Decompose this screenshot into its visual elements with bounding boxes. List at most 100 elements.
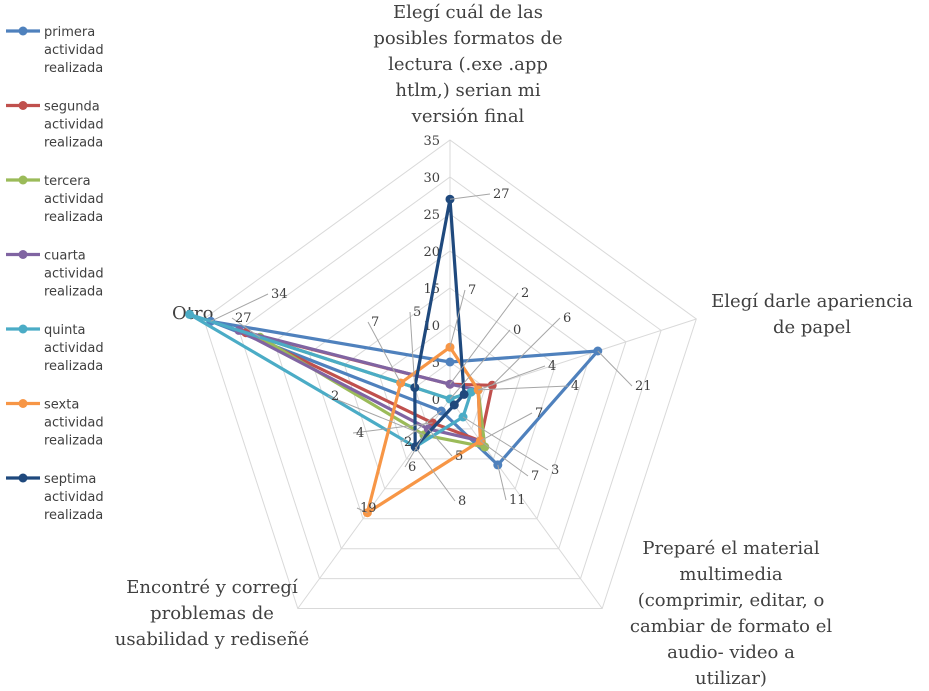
- data-label: 7: [468, 283, 476, 298]
- data-label: 6: [563, 311, 571, 326]
- axis-title-line: utilizar): [695, 668, 767, 689]
- series-line: [413, 197, 466, 449]
- data-label: 7: [371, 315, 379, 330]
- data-label-leader: [352, 422, 433, 434]
- series-point: [459, 389, 469, 399]
- legend-label: actividad: [44, 118, 104, 133]
- data-label-leader: [449, 289, 466, 348]
- legend-label: realizada: [44, 508, 103, 523]
- axis-title-line: posibles formatos de: [373, 28, 562, 49]
- data-label: 5: [413, 305, 421, 320]
- data-label: 34: [271, 287, 288, 302]
- data-label: 4: [571, 379, 579, 394]
- legend-label: actividad: [44, 341, 104, 356]
- data-label: 27: [493, 187, 510, 202]
- legend-item: sexta actividad realizada: [6, 398, 104, 449]
- legend-label: actividad: [44, 416, 104, 431]
- series-point: [449, 400, 459, 410]
- grid-ring: [308, 250, 592, 520]
- legend-label: realizada: [44, 61, 103, 76]
- tick-label: 20: [423, 245, 440, 260]
- legend-label: actividad: [44, 192, 104, 207]
- legend-label: realizada: [44, 210, 103, 225]
- legend-label: actividad: [44, 490, 104, 505]
- tick-label: 30: [423, 171, 440, 186]
- data-label: 7: [535, 406, 543, 421]
- legend-label: septima: [44, 472, 96, 487]
- data-label-leader: [356, 507, 368, 514]
- legend-label: tercera: [44, 174, 91, 189]
- data-label-leader: [480, 412, 533, 442]
- tick-label: 25: [423, 208, 440, 223]
- legend-label: sexta: [44, 398, 79, 413]
- tick-label: 35: [423, 134, 440, 149]
- data-label-leader: [409, 311, 416, 388]
- axis-title-line: Elegí darle apariencia: [711, 291, 913, 312]
- axis-title-line: (comprimir, editar, o: [638, 590, 825, 611]
- legend-marker: [18, 250, 28, 259]
- data-label-leader: [478, 385, 569, 391]
- data-label-leader: [449, 329, 511, 400]
- data-label: 21: [635, 379, 652, 394]
- legend-label: realizada: [44, 136, 103, 151]
- data-label: 2: [404, 435, 412, 450]
- data-label-leader: [478, 365, 546, 391]
- data-label-leader: [597, 350, 633, 387]
- axis-title-line: htlm,) serian mi: [395, 80, 540, 101]
- data-label-leader: [491, 317, 561, 386]
- legend-item: septima actividad realizada: [6, 472, 104, 523]
- legend-item: primera actividad realizada: [6, 25, 104, 76]
- legend-marker: [18, 473, 28, 483]
- axis-title-line: Encontré y corregí: [126, 577, 298, 598]
- legend-marker: [18, 175, 28, 185]
- axis-spoke: [449, 398, 603, 609]
- legend-label: actividad: [44, 267, 104, 282]
- legend-marker: [18, 101, 28, 110]
- data-label: 7: [531, 469, 539, 484]
- series-point: [445, 357, 455, 367]
- grid-ring: [203, 139, 697, 609]
- data-label-leader: [449, 292, 519, 385]
- axis-title: Encontré y corregí problemas de usabilidad…: [115, 577, 309, 650]
- axis-title-line: Elegí cuál de las: [393, 2, 543, 23]
- data-label: 2: [521, 286, 529, 301]
- axis-title-line: lectura (.exe .app: [388, 54, 548, 75]
- data-label: 0: [513, 323, 521, 338]
- grid-ring: [238, 176, 662, 580]
- axis-title-line: versión final: [411, 106, 525, 127]
- data-label: 11: [509, 493, 526, 508]
- legend-label: quinta: [44, 323, 85, 338]
- grid-ring: [343, 287, 557, 490]
- legend-marker: [18, 26, 28, 36]
- legend-label: segunda: [44, 100, 100, 115]
- data-label-leader: [497, 464, 507, 501]
- data-label: 5: [455, 449, 463, 464]
- data-label-leader: [400, 410, 442, 443]
- data-label-leader: [404, 434, 425, 468]
- legend-item: cuarta actividad realizada: [6, 249, 104, 300]
- data-label-leader: [367, 321, 402, 384]
- data-label-leader: [427, 428, 453, 457]
- grid-ring: [273, 213, 627, 550]
- legend-label: realizada: [44, 285, 103, 300]
- tick-label: 5: [432, 356, 440, 371]
- data-label: 4: [356, 426, 364, 441]
- axis-title-line: problemas de: [150, 603, 274, 624]
- axis-title-line: multimedia: [679, 564, 782, 585]
- axis-titles: Elegí cuál de las posibles formatos de lec…: [115, 2, 913, 689]
- legend-item: tercera actividad realizada: [6, 174, 104, 225]
- data-label: 8: [458, 494, 466, 509]
- data-label-leader: [480, 440, 529, 477]
- legend: primera actividad realizada segunda activida…: [6, 25, 104, 523]
- data-label: 2: [331, 389, 339, 404]
- axis-title: Elegí darle apariencia de papel: [711, 291, 913, 338]
- axis-title: Elegí cuál de las posibles formatos de lec…: [373, 2, 562, 127]
- axis-title-line: cambiar de formato el: [630, 616, 832, 637]
- legend-label: actividad: [44, 43, 104, 58]
- legend-label: realizada: [44, 359, 103, 374]
- series-layer: [185, 194, 603, 518]
- data-label: 3: [551, 463, 559, 478]
